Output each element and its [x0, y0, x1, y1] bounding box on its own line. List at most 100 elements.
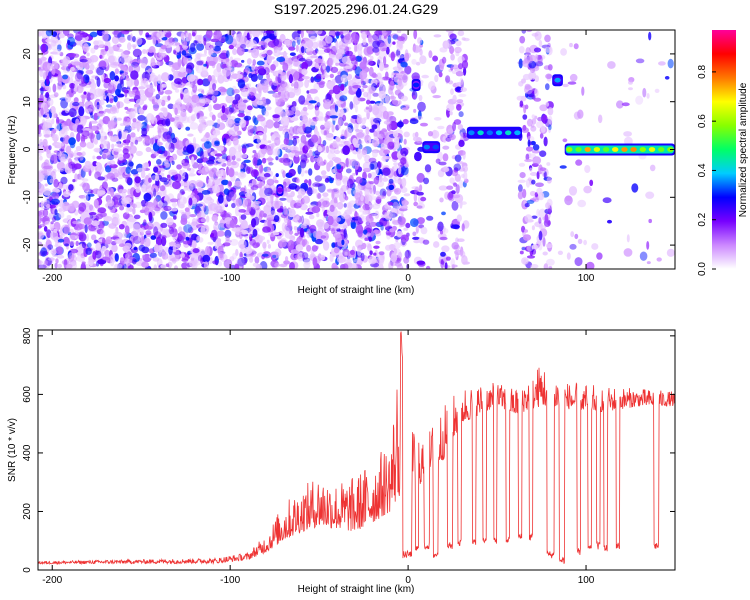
signal-peak — [630, 147, 637, 152]
noise-blob — [39, 155, 43, 161]
noise-blob — [302, 252, 309, 260]
noise-blob — [344, 65, 353, 69]
noise-blob — [141, 127, 148, 137]
noise-blob — [233, 124, 240, 132]
noise-blob — [222, 67, 231, 77]
noise-blob — [247, 129, 254, 137]
noise-blob — [547, 64, 553, 71]
noise-blob — [246, 58, 252, 65]
noise-blob — [616, 100, 624, 109]
noise-blob — [57, 238, 65, 243]
noise-blob — [577, 199, 587, 208]
noise-blob — [400, 147, 409, 157]
noise-blob — [225, 34, 234, 45]
noise-blob — [235, 248, 239, 257]
noise-blob — [392, 201, 399, 208]
noise-blob — [46, 170, 56, 177]
noise-blob — [404, 249, 412, 259]
noise-blob — [365, 183, 371, 188]
noise-blob — [165, 263, 170, 268]
noise-blob — [341, 175, 349, 183]
noise-blob — [152, 102, 159, 112]
noise-blob — [403, 193, 411, 197]
noise-blob — [62, 56, 71, 65]
noise-blob — [379, 42, 387, 52]
noise-blob — [95, 242, 101, 252]
noise-blob — [236, 46, 245, 56]
noise-blob — [212, 260, 219, 265]
noise-blob — [200, 150, 205, 160]
noise-blob — [155, 236, 162, 247]
noise-blob — [137, 59, 143, 64]
noise-blob — [103, 77, 112, 84]
noise-blob — [311, 134, 319, 143]
y-tick-label: 20 — [22, 48, 33, 60]
noise-blob — [187, 167, 191, 171]
noise-blob — [256, 137, 262, 144]
noise-blob — [360, 252, 365, 262]
noise-blob — [544, 213, 549, 224]
noise-blob — [140, 170, 146, 179]
noise-blob — [205, 245, 210, 256]
noise-blob — [162, 228, 170, 236]
noise-blob — [123, 117, 128, 122]
noise-blob — [114, 75, 119, 82]
noise-blob — [155, 61, 161, 67]
noise-blob — [145, 222, 154, 231]
noise-blob — [170, 207, 178, 212]
noise-blob — [275, 156, 279, 161]
noise-blob — [298, 57, 306, 62]
noise-blob — [314, 30, 323, 35]
noise-blob — [40, 81, 44, 87]
noise-blob — [312, 41, 319, 49]
noise-blob — [364, 78, 370, 84]
noise-blob — [69, 151, 74, 159]
noise-blob — [327, 152, 336, 160]
noise-blob — [539, 104, 548, 112]
noise-blob — [394, 89, 402, 96]
noise-blob — [559, 165, 567, 169]
noise-blob — [43, 165, 52, 170]
noise-blob — [532, 144, 540, 151]
noise-blob — [308, 88, 318, 94]
noise-blob — [444, 132, 449, 138]
noise-blob — [292, 137, 297, 147]
noise-blob — [400, 239, 407, 247]
noise-blob — [96, 166, 104, 174]
noise-blob — [168, 169, 178, 176]
noise-blob — [171, 160, 175, 165]
noise-blob — [228, 107, 235, 113]
noise-blob — [285, 255, 289, 262]
noise-blob — [330, 66, 339, 73]
noise-blob — [160, 44, 167, 50]
noise-blob — [125, 176, 131, 184]
noise-blob — [296, 200, 304, 207]
noise-blob — [591, 243, 599, 250]
noise-blob — [132, 36, 136, 43]
noise-blob — [308, 214, 315, 220]
noise-blob — [180, 109, 187, 118]
noise-blob — [240, 88, 250, 98]
noise-blob — [116, 101, 121, 110]
noise-blob — [453, 182, 458, 187]
noise-blob — [336, 201, 344, 210]
noise-blob — [310, 76, 315, 83]
noise-blob — [379, 102, 383, 111]
noise-blob — [417, 110, 422, 120]
noise-blob — [196, 236, 201, 241]
noise-blob — [192, 162, 199, 169]
noise-blob — [72, 124, 78, 132]
noise-blob — [279, 33, 286, 43]
noise-blob — [267, 156, 273, 164]
noise-blob — [533, 47, 542, 53]
noise-blob — [54, 123, 61, 132]
noise-blob — [168, 262, 173, 267]
noise-blob — [108, 82, 114, 90]
noise-blob — [217, 194, 224, 204]
noise-blob — [358, 129, 363, 133]
noise-blob — [401, 107, 409, 111]
noise-blob — [317, 222, 321, 229]
noise-blob — [304, 170, 309, 174]
noise-blob — [380, 224, 384, 231]
noise-blob — [89, 31, 98, 38]
